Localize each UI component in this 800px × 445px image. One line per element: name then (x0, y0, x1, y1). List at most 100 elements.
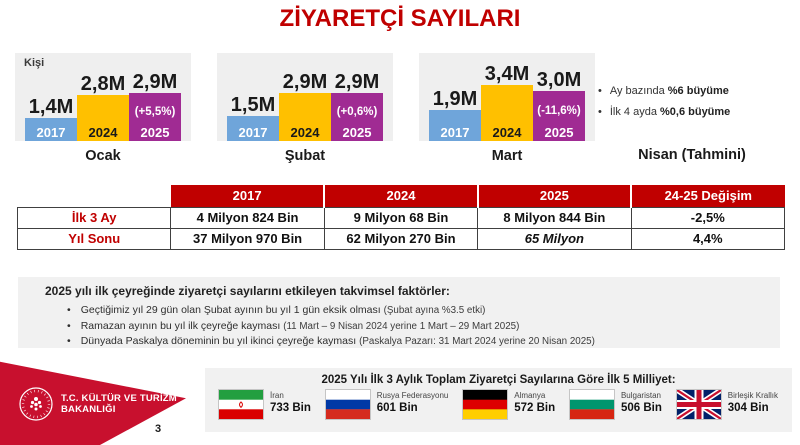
bar-year-label: 2017 (36, 125, 66, 140)
summary-table: 2017 2024 2025 24-25 Değişim İlk 3 Ay 4 … (16, 185, 786, 250)
bar-column-2025: 2,9M (+0,6%) 2025 (331, 71, 383, 141)
nationality-value: 506 Bin (620, 402, 662, 414)
cell-q1-change: -2,5% (630, 206, 786, 229)
bar-column-2024: 2,9M 2024 (279, 71, 331, 141)
iran-flag-icon (218, 389, 264, 420)
row-label-year-end: Yıl Sonu (16, 227, 172, 250)
bar-year-label: 2017 (440, 125, 470, 140)
calendar-factor-1-text: Geçtiğimiz yıl 29 gün olan Şubat ayının … (80, 304, 384, 316)
bar-column-2017: 1,4M 2017 (25, 96, 77, 141)
april-bullet-1-text: Ay bazında (609, 85, 668, 97)
row-label-first-quarter: İlk 3 Ay (16, 206, 172, 229)
cell-ye-2025-forecast: 65 Milyon (477, 227, 632, 250)
cell-ye-2017: 37 Milyon 970 Bin (170, 227, 325, 250)
calendar-factors-list: Geçtiğimiz yıl 29 gün olan Şubat ayının … (45, 303, 770, 350)
nationality-name: Rusya Federasyonu (376, 391, 449, 400)
bar-value-label: 1,4M (28, 96, 74, 118)
cell-q1-2024: 9 Milyon 68 Bin (323, 206, 479, 229)
ministry-name: T.C. KÜLTÜR VE TURİZM BAKANLIĞI (61, 393, 177, 416)
april-forecast-area: Ay bazında %6 büyüme İlk 4 ayda %0,6 büy… (592, 53, 792, 163)
nationality-item-iran: İran 733 Bin (218, 389, 311, 420)
nationality-value: 572 Bin (514, 402, 556, 414)
calendar-factor-3: Dünyada Paskalya döneminin bu yıl ikinci… (67, 334, 770, 350)
calendar-factors-title: 2025 yılı ilk çeyreğinde ziyaretçi sayıl… (45, 284, 450, 298)
table-header-row: 2017 2024 2025 24-25 Değişim (18, 185, 785, 207)
nationality-item-bulgaria: Bulgaristan 506 Bin (568, 389, 662, 420)
table-header-blank (18, 185, 171, 207)
cell-q1-2025: 8 Milyon 844 Bin (477, 206, 632, 229)
top-nationalities-title: 2025 Yılı İlk 3 Aylık Toplam Ziyaretçi S… (321, 374, 676, 386)
ministry-banner: T.C. KÜLTÜR VE TURİZM BAKANLIĞI (0, 361, 186, 445)
chart-panel-2: 1,5M 2017 2,9M 2024 2,9M (+0,6%) 2025 (217, 53, 393, 141)
bulgaria-flag-icon (568, 389, 615, 420)
bar-column-2017: 1,9M 2017 (429, 88, 481, 141)
calendar-factor-3-note: (Paskalya Pazarı: 31 Mart 2024 yerine 20… (359, 336, 595, 347)
bar-column-2017: 1,5M 2017 (227, 94, 279, 141)
month-label-1: Ocak (85, 148, 121, 164)
bar-rect-2025: (+0,6%) 2025 (331, 93, 383, 141)
nationality-name: İran (270, 391, 284, 400)
cell-ye-change: 4,4% (630, 227, 786, 250)
bar-year-label: 2025 (544, 125, 574, 140)
bar-column-2024: 3,4M 2024 (481, 63, 533, 141)
bar-column-2024: 2,8M 2024 (77, 73, 129, 141)
chart-unit-label: Kişi (24, 57, 45, 69)
bar-rect-2025: (-11,6%) 2025 (533, 91, 585, 141)
calendar-factor-1-note: (Şubat ayına %3.5 etki) (383, 305, 486, 316)
table-header-change: 24-25 Değişim (630, 185, 785, 207)
page-number: 3 (155, 423, 162, 435)
change-label: (-11,6%) (537, 105, 581, 117)
april-bullet-2-bold: %0,6 büyüme (660, 106, 731, 118)
calendar-factor-2-note: (11 Mart – 9 Nisan 2024 yerine 1 Mart – … (283, 320, 520, 332)
chart-panel-1: 1,4M 2017 2,8M 2024 2,9M (+5,5%) 2025 (15, 53, 191, 141)
april-forecast-bullets: Ay bazında %6 büyüme İlk 4 ayda %0,6 büy… (592, 85, 792, 118)
month-label-april: Nisan (Tahmini) (638, 147, 746, 163)
april-bullet-1: Ay bazında %6 büyüme (598, 85, 792, 97)
bar-year-label: 2025 (342, 125, 372, 140)
nationality-item-russia: Rusya Federasyonu 601 Bin (324, 389, 449, 420)
chart-panel-3: 1,9M 2017 3,4M 2024 3,0M (-11,6%) 2025 (419, 53, 595, 141)
ministry-logo-icon (19, 387, 53, 421)
month-group-1: 1,4M 2017 2,8M 2024 2,9M (+5,5%) 2025 Ocak (15, 53, 191, 164)
bar-rect-2024: 2024 (77, 95, 129, 141)
month-label-3: Mart (491, 148, 523, 164)
top-nationalities-band: 2025 Yılı İlk 3 Aylık Toplam Ziyaretçi S… (205, 368, 792, 432)
bar-rect-2017: 2017 (25, 118, 77, 141)
russia-flag-icon (324, 389, 371, 420)
calendar-factor-3-text: Dünyada Paskalya döneminin bu yıl ikinci… (80, 335, 360, 347)
table-header-2025: 2025 (476, 185, 632, 207)
bar-year-label: 2024 (492, 125, 522, 140)
month-group-3: 1,9M 2017 3,4M 2024 3,0M (-11,6%) 2025 Mart (419, 53, 595, 164)
table-header-2024: 2024 (323, 185, 478, 207)
cell-ye-2024: 62 Milyon 270 Bin (323, 227, 479, 250)
bar-rect-2017: 2017 (429, 110, 481, 141)
calendar-factor-2-text: Ramazan ayının bu yıl ilk çeyreğe kaymas… (80, 319, 284, 332)
nationality-name: Almanya (514, 391, 546, 400)
bar-year-label: 2025 (140, 125, 170, 140)
bar-value-label: 1,5M (230, 94, 276, 116)
bars-3: 1,9M 2017 3,4M 2024 3,0M (-11,6%) 2025 (429, 63, 585, 141)
nationality-name: Bulgaristan (620, 391, 661, 400)
nationality-item-uk: Birleşik Krallık 304 Bin (675, 389, 778, 420)
uk-flag-icon (675, 389, 722, 420)
cell-q1-2017: 4 Milyon 824 Bin (170, 206, 325, 229)
bar-value-label: 3,0M (536, 69, 582, 91)
bar-year-label: 2017 (238, 125, 268, 140)
bar-value-label: 2,9M (132, 71, 178, 93)
bar-value-label: 2,9M (282, 71, 328, 93)
nationality-value: 601 Bin (376, 402, 418, 414)
bars-2: 1,5M 2017 2,9M 2024 2,9M (+0,6%) 2025 (227, 71, 383, 141)
bar-value-label: 2,9M (334, 71, 380, 93)
bar-rect-2017: 2017 (227, 116, 279, 141)
ministry-logo-block: T.C. KÜLTÜR VE TURİZM BAKANLIĞI (18, 386, 177, 422)
ministry-name-line1: T.C. KÜLTÜR VE TURİZM (61, 392, 177, 404)
bars-1: 1,4M 2017 2,8M 2024 2,9M (+5,5%) 2025 (25, 71, 181, 141)
april-bullet-2-text: İlk 4 ayda (609, 106, 660, 118)
bar-value-label: 2,8M (80, 73, 126, 95)
calendar-factor-2: Ramazan ayının bu yıl ilk çeyreğe kaymas… (67, 319, 770, 335)
month-group-2: 1,5M 2017 2,9M 2024 2,9M (+0,6%) 2025 Şubat (217, 53, 393, 164)
calendar-factor-1: Geçtiğimiz yıl 29 gün olan Şubat ayının … (67, 303, 770, 319)
germany-flag-icon (462, 389, 509, 420)
bar-column-2025: 3,0M (-11,6%) 2025 (533, 69, 585, 141)
